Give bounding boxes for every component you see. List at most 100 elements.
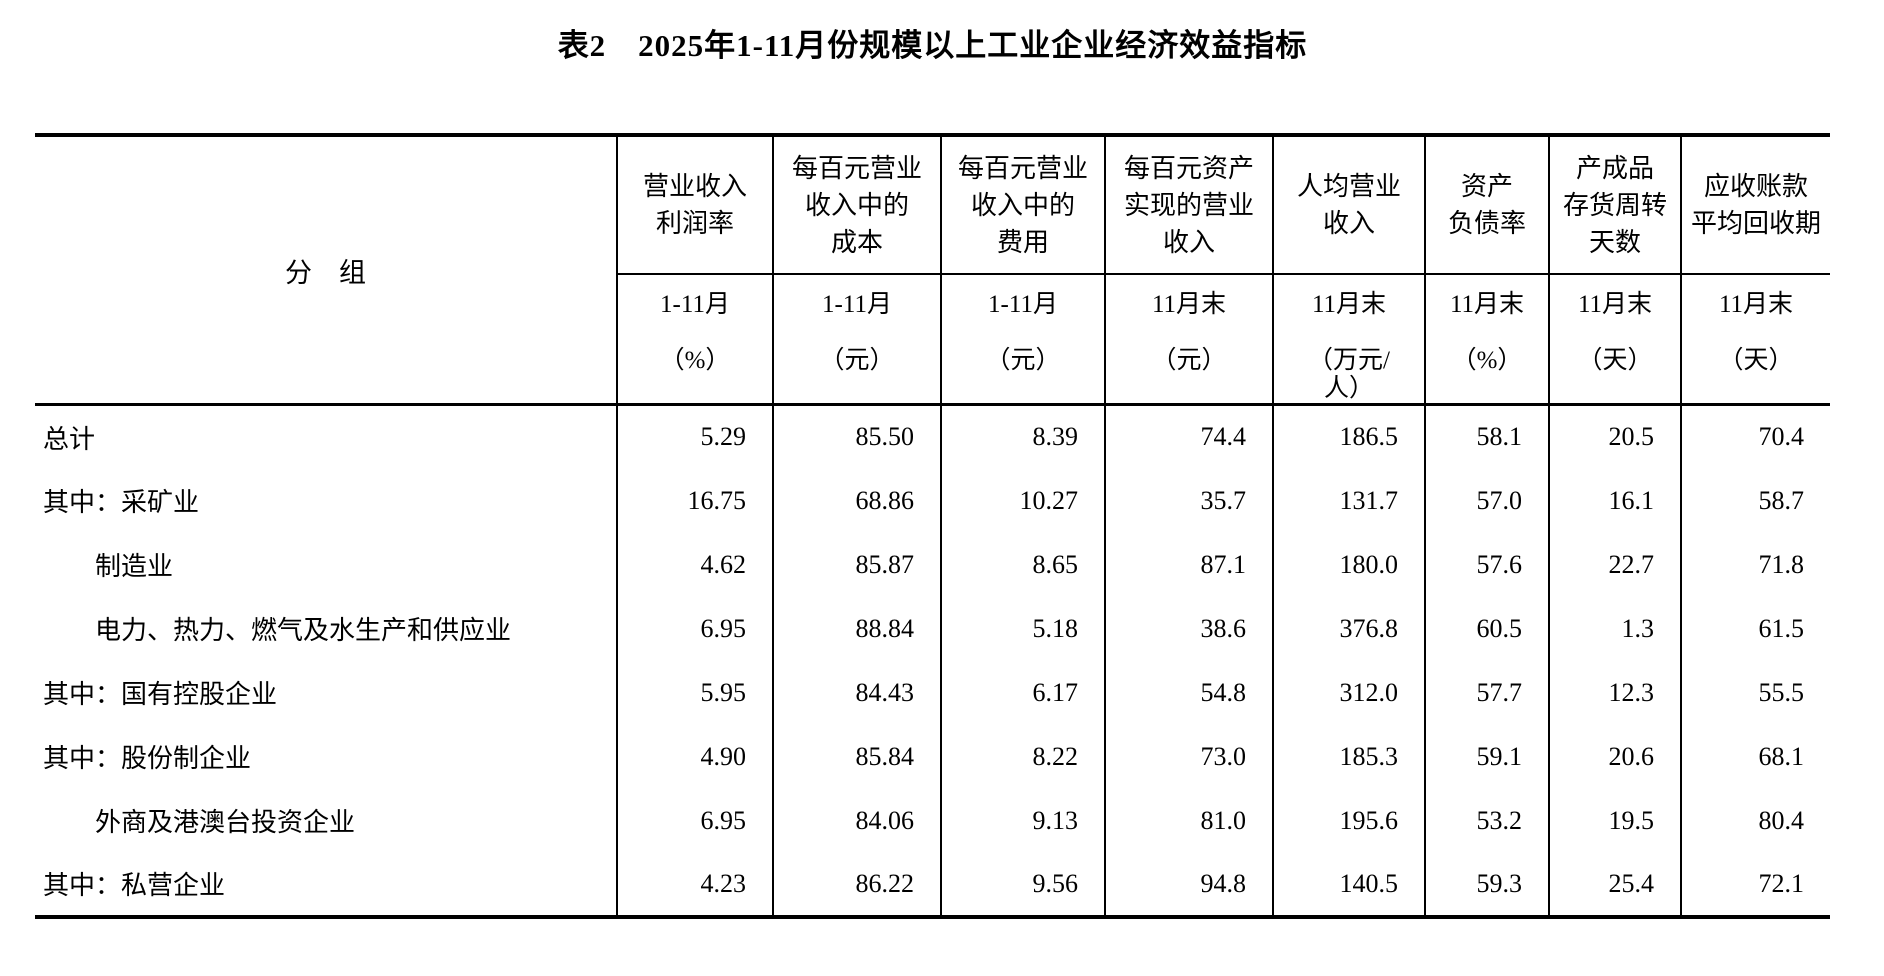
data-cell: 19.5 (1548, 788, 1681, 853)
column-header-period: 11月末 (1449, 291, 1525, 318)
data-cell: 8.22 (940, 724, 1105, 789)
column-header-unit: （元） (985, 347, 1061, 374)
table-row-total: 总计 5.29 85.50 8.39 74.4 186.5 58.1 20.5 … (35, 404, 1830, 469)
data-cell: 61.5 (1680, 596, 1830, 661)
data-cell: 140.5 (1272, 852, 1425, 917)
column-subheader: 1-11月 （%） (616, 274, 773, 406)
data-cell: 59.3 (1424, 852, 1549, 917)
data-cell: 5.18 (940, 596, 1105, 661)
column-header-metric-revenue-per-100-assets: 每百元资产 实现的营业 收入 (1104, 135, 1273, 275)
column-header-metric-inventory-turnover-days: 产成品 存货周转 天数 (1548, 135, 1681, 275)
column-header-metric-profit-margin: 营业收入 利润率 (616, 135, 773, 275)
column-header-period: 11月末 (1718, 291, 1794, 318)
column-header-metric-receivables-collection-period: 应收账款 平均回收期 (1680, 135, 1830, 275)
table-row-shareholding: 其中：股份制企业 4.90 85.84 8.22 73.0 185.3 59.1… (35, 724, 1830, 789)
data-cell: 9.13 (940, 788, 1105, 853)
data-cell: 131.7 (1272, 468, 1425, 533)
data-cell: 6.95 (616, 788, 773, 853)
data-cell: 35.7 (1104, 468, 1273, 533)
data-cell: 8.65 (940, 532, 1105, 597)
column-subheader: 11月末 （天） (1680, 274, 1830, 406)
row-label: 外商及港澳台投资企业 (95, 808, 356, 837)
data-cell: 80.4 (1680, 788, 1830, 853)
data-cell: 20.5 (1548, 404, 1681, 469)
column-header-unit: （%） (659, 347, 731, 374)
economic-indicators-table: 分 组 营业收入 利润率 每百元营业 收入中的 成本 每百元营业 收入中的 费用… (35, 133, 1830, 919)
column-header-period: 11月末 (1311, 291, 1387, 318)
row-label: 电力、热力、燃气及水生产和供应业 (95, 616, 512, 645)
row-label: 其中：国有控股企业 (43, 680, 278, 709)
data-cell: 12.3 (1548, 660, 1681, 725)
column-header-unit: （%） (1451, 347, 1523, 374)
data-cell: 20.6 (1548, 724, 1681, 789)
row-label: 制造业 (95, 552, 174, 581)
data-cell: 16.1 (1548, 468, 1681, 533)
column-subheader: 11月末 （%） (1424, 274, 1549, 406)
data-cell: 1.3 (1548, 596, 1681, 661)
data-cell: 4.90 (616, 724, 773, 789)
data-cell: 312.0 (1272, 660, 1425, 725)
data-cell: 87.1 (1104, 532, 1273, 597)
data-cell: 58.7 (1680, 468, 1830, 533)
data-cell: 72.1 (1680, 852, 1830, 917)
data-cell: 84.43 (772, 660, 941, 725)
table-row-mining: 其中：采矿业 16.75 68.86 10.27 35.7 131.7 57.0… (35, 468, 1830, 533)
column-header-metric-expense-per-100: 每百元营业 收入中的 费用 (940, 135, 1105, 275)
column-header-metric-cost-per-100: 每百元营业 收入中的 成本 (772, 135, 941, 275)
table-title: 表2 2025年1-11月份规模以上工业企业经济效益指标 (557, 28, 1308, 63)
data-cell: 59.1 (1424, 724, 1549, 789)
data-cell: 38.6 (1104, 596, 1273, 661)
data-cell: 4.62 (616, 532, 773, 597)
data-cell: 54.8 (1104, 660, 1273, 725)
data-cell: 85.84 (772, 724, 941, 789)
data-cell: 70.4 (1680, 404, 1830, 469)
data-cell: 16.75 (616, 468, 773, 533)
column-header-period: 11月末 (1151, 291, 1227, 318)
data-cell: 186.5 (1272, 404, 1425, 469)
row-label: 总计 (43, 424, 96, 454)
column-subheader: 11月末 （元） (1104, 274, 1273, 406)
data-cell: 74.4 (1104, 404, 1273, 469)
column-header-unit: （天） (1718, 347, 1794, 374)
data-cell: 57.7 (1424, 660, 1549, 725)
data-cell: 195.6 (1272, 788, 1425, 853)
data-cell: 180.0 (1272, 532, 1425, 597)
row-label: 其中：采矿业 (43, 488, 200, 517)
table-body: 总计 5.29 85.50 8.39 74.4 186.5 58.1 20.5 … (35, 404, 1830, 917)
data-cell: 57.6 (1424, 532, 1549, 597)
column-header-unit: （元） (1151, 347, 1227, 374)
column-header-period: 1-11月 (822, 291, 892, 318)
table-row-foreign-invested: 外商及港澳台投资企业 6.95 84.06 9.13 81.0 195.6 53… (35, 788, 1830, 853)
data-cell: 88.84 (772, 596, 941, 661)
data-cell: 85.87 (772, 532, 941, 597)
data-cell: 73.0 (1104, 724, 1273, 789)
row-label: 其中：私营企业 (43, 871, 226, 900)
column-header-unit: （天） (1577, 347, 1653, 374)
data-cell: 10.27 (940, 468, 1105, 533)
column-subheader: 11月末 （万元/ 人） (1272, 274, 1425, 406)
data-cell: 6.17 (940, 660, 1105, 725)
data-cell: 68.1 (1680, 724, 1830, 789)
column-header-period: 1-11月 (988, 291, 1058, 318)
data-cell: 6.95 (616, 596, 773, 661)
data-cell: 53.2 (1424, 788, 1549, 853)
data-cell: 25.4 (1548, 852, 1681, 917)
data-cell: 9.56 (940, 852, 1105, 917)
table-header: 分 组 营业收入 利润率 每百元营业 收入中的 成本 每百元营业 收入中的 费用… (35, 135, 1830, 406)
data-cell: 85.50 (772, 404, 941, 469)
column-subheader: 1-11月 （元） (940, 274, 1105, 406)
group-column-header: 分 组 (35, 135, 617, 406)
column-header-unit: （元） (819, 347, 895, 374)
data-cell: 84.06 (772, 788, 941, 853)
data-cell: 86.22 (772, 852, 941, 917)
data-cell: 5.29 (616, 404, 773, 469)
column-header-unit: （万元/ 人） (1308, 347, 1390, 402)
table-row-manufacturing: 制造业 4.62 85.87 8.65 87.1 180.0 57.6 22.7… (35, 532, 1830, 597)
data-cell: 58.1 (1424, 404, 1549, 469)
data-cell: 94.8 (1104, 852, 1273, 917)
data-cell: 8.39 (940, 404, 1105, 469)
row-label: 其中：股份制企业 (43, 744, 252, 773)
data-cell: 68.86 (772, 468, 941, 533)
table-row-private: 其中：私营企业 4.23 86.22 9.56 94.8 140.5 59.3 … (35, 852, 1830, 917)
